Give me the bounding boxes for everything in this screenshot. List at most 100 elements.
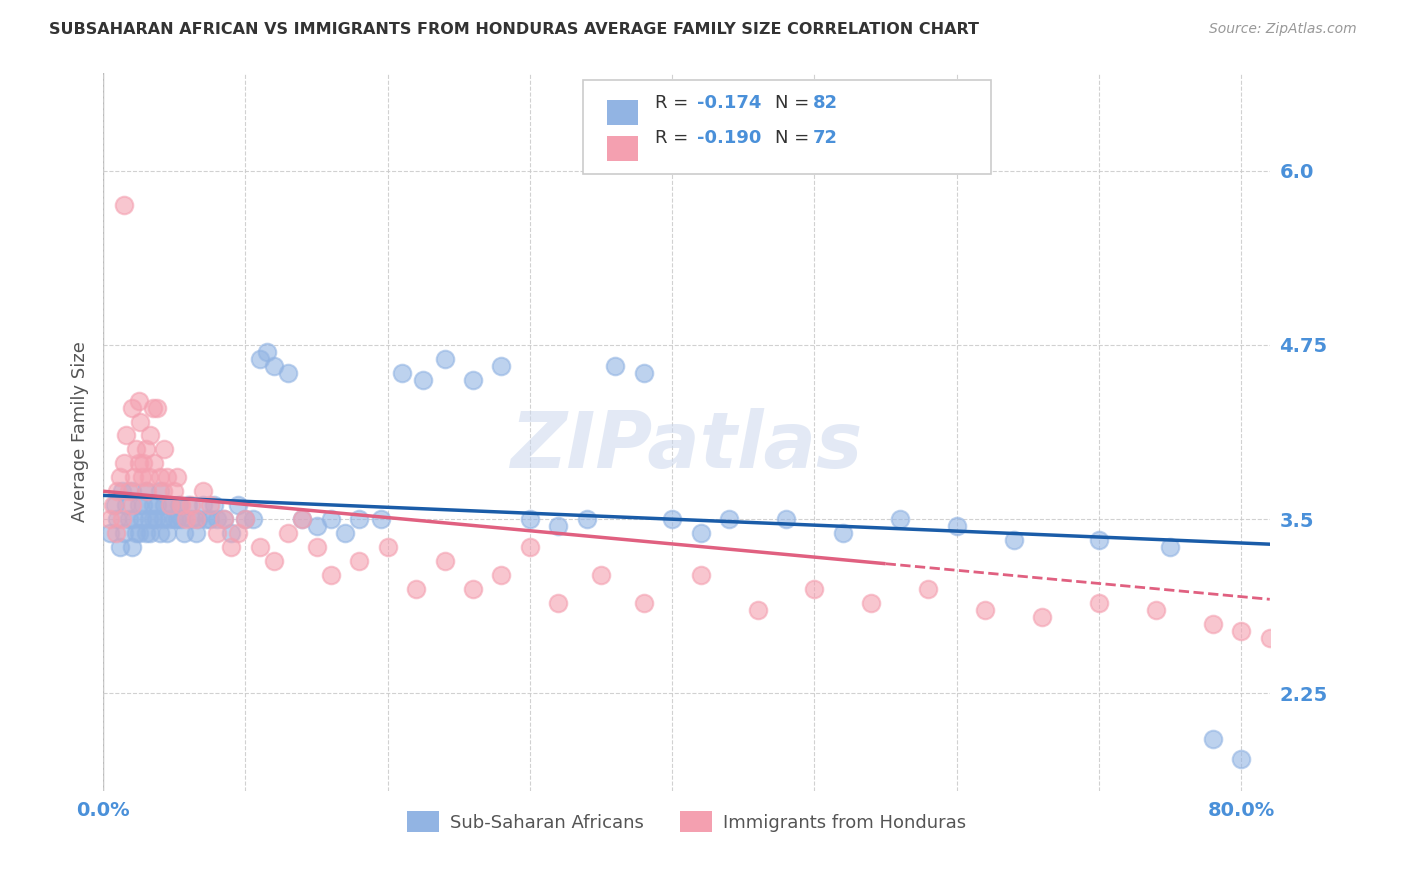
Point [205,526,228,541]
Point [633,366,655,380]
Point [103,498,125,512]
Point [139,428,162,442]
Point [105,484,128,499]
Point [128,393,150,408]
Point [145,512,167,526]
Point [775,512,797,526]
Point [142,498,165,512]
Point [391,366,413,380]
Point [114,198,136,212]
Point [138,470,160,484]
Point [202,498,225,512]
Point [291,512,314,526]
Point [111,512,134,526]
Point [180,512,202,526]
Point [152,512,174,526]
Point [173,526,195,541]
Point [917,582,939,596]
Point [128,526,150,541]
Point [889,512,911,526]
Point [974,603,997,617]
Point [547,519,569,533]
Text: -0.174: -0.174 [697,94,762,112]
Point [180,498,202,512]
Point [132,498,155,512]
Point [1202,732,1225,747]
Point [1258,631,1281,645]
Point [689,526,711,541]
Point [132,456,155,470]
Point [263,554,285,568]
Point [157,512,180,526]
Text: R =: R = [655,129,695,147]
Point [461,582,484,596]
Point [149,526,172,541]
Point [125,526,148,541]
Point [945,519,967,533]
Point [115,498,138,512]
Point [121,401,143,415]
Point [319,567,342,582]
Point [191,484,214,499]
Point [226,498,249,512]
Point [305,540,328,554]
Point [605,359,627,373]
Text: N =: N = [775,129,814,147]
Point [114,526,136,541]
Point [277,366,299,380]
Point [184,526,207,541]
Point [433,351,456,366]
Point [124,470,146,484]
Point [142,401,165,415]
Point [235,512,257,526]
Point [1230,752,1253,766]
Point [633,596,655,610]
Point [143,456,166,470]
Point [125,442,148,457]
Point [491,567,513,582]
Point [118,512,141,526]
Point [1159,540,1181,554]
Point [114,456,136,470]
Point [205,512,228,526]
Point [118,484,141,499]
Point [412,373,434,387]
Point [153,442,176,457]
Point [377,540,399,554]
Point [461,373,484,387]
Point [219,526,242,541]
Point [167,498,190,512]
Point [1088,596,1111,610]
Point [170,512,193,526]
Text: R =: R = [655,94,695,112]
Point [747,603,769,617]
Point [129,415,152,429]
Y-axis label: Average Family Size: Average Family Size [72,342,89,523]
Point [212,512,235,526]
Point [1230,624,1253,638]
Point [305,519,328,533]
Point [136,484,159,499]
Point [333,526,356,541]
Point [291,512,314,526]
Point [187,512,209,526]
Point [191,498,214,512]
Point [98,512,121,526]
Point [128,498,150,512]
Point [319,512,342,526]
Text: Source: ZipAtlas.com: Source: ZipAtlas.com [1209,22,1357,37]
Point [104,526,127,541]
Point [138,512,160,526]
Point [115,428,138,442]
Text: 72: 72 [813,129,838,147]
Point [98,526,121,541]
Point [1002,533,1025,547]
Point [198,512,221,526]
Point [347,554,370,568]
Point [547,596,569,610]
Point [149,484,172,499]
Point [146,401,169,415]
Point [219,540,242,554]
Point [174,512,197,526]
Text: N =: N = [775,94,814,112]
